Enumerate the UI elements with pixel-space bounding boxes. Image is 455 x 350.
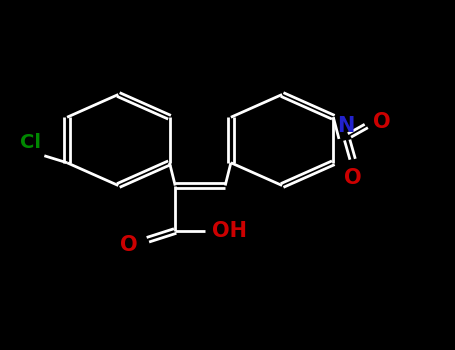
Text: O: O xyxy=(344,168,361,188)
Text: O: O xyxy=(120,235,137,255)
Text: O: O xyxy=(373,112,391,132)
Text: N: N xyxy=(337,117,354,136)
Text: Cl: Cl xyxy=(20,133,41,152)
Text: OH: OH xyxy=(212,221,247,241)
